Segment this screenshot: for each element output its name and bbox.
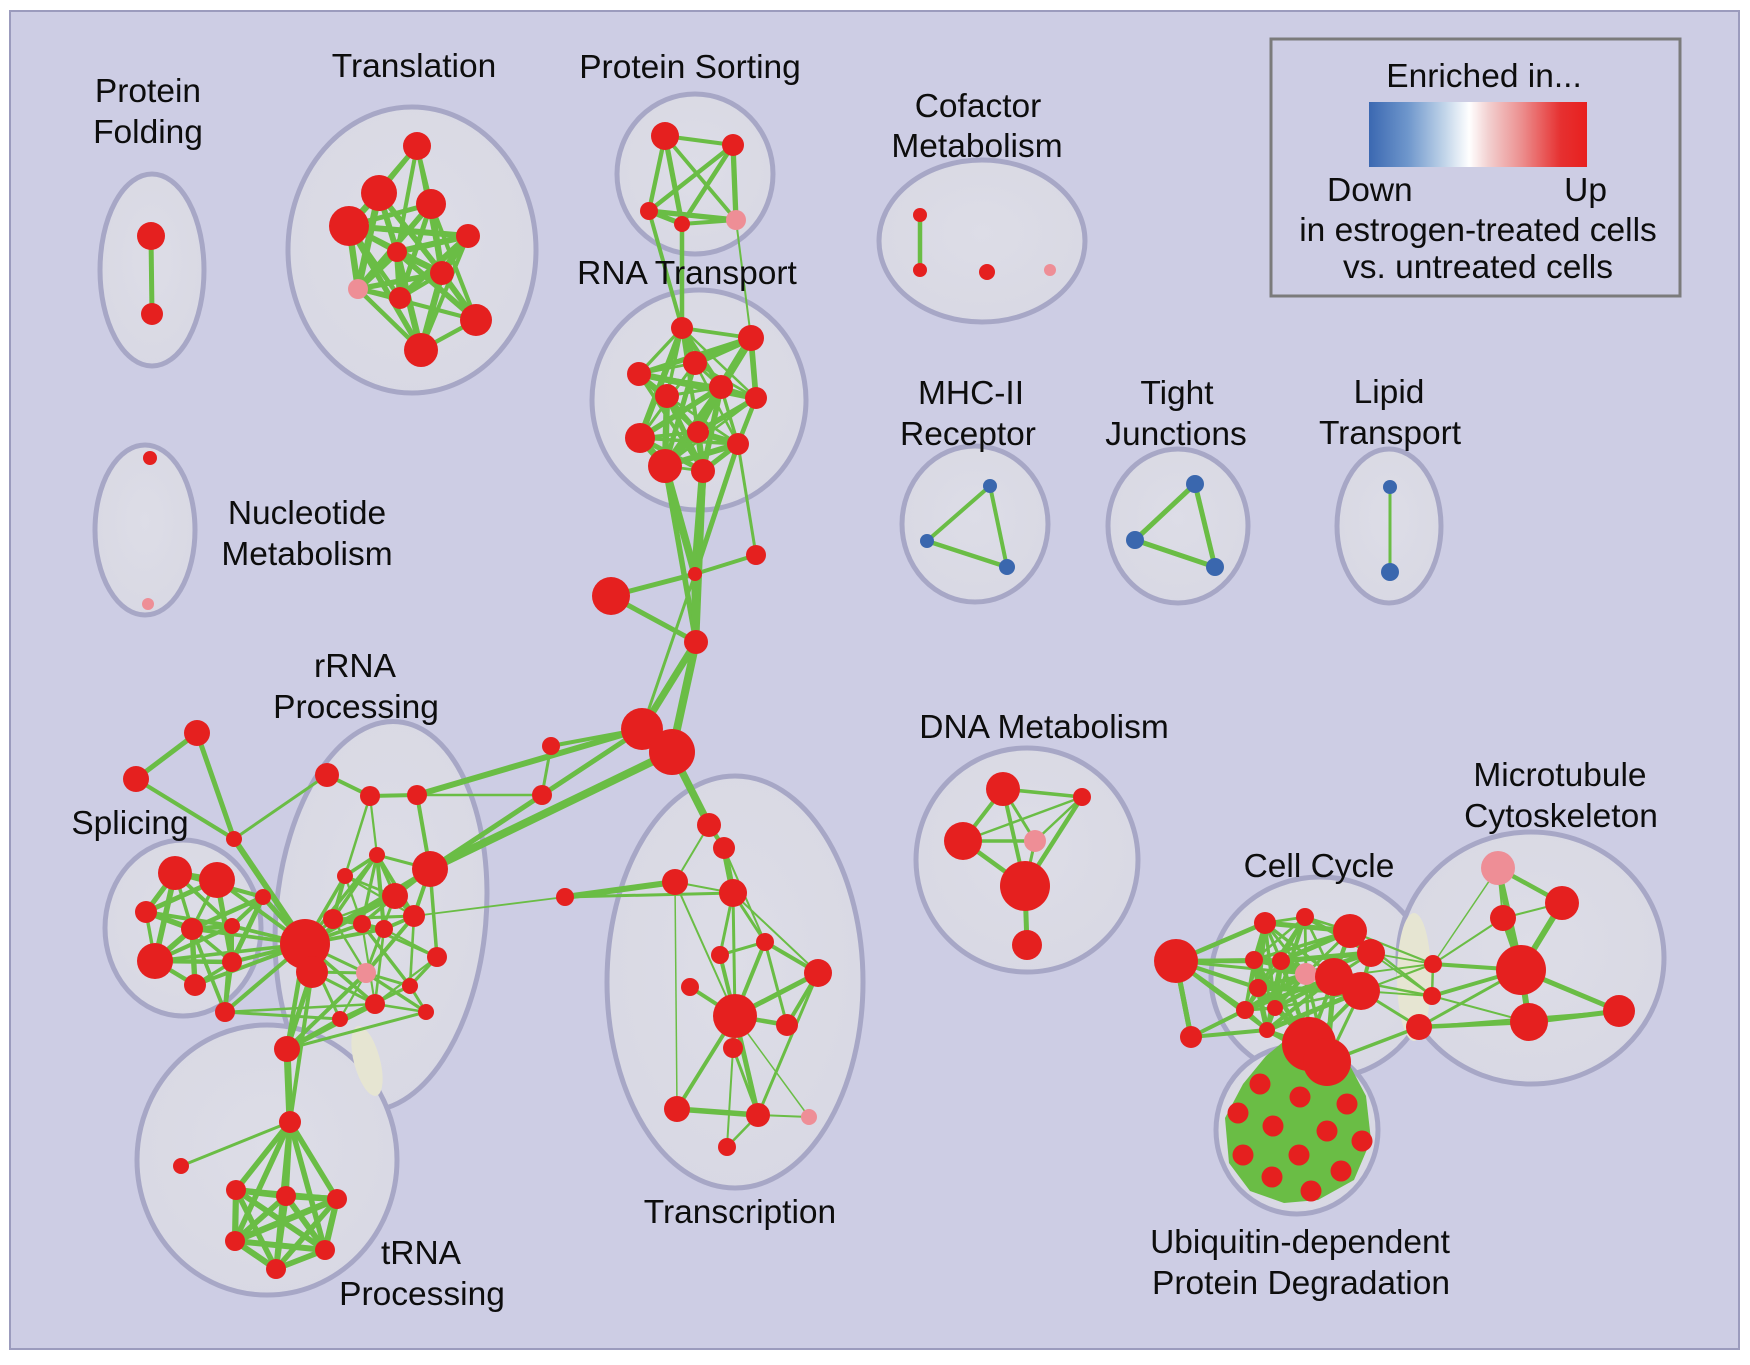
svg-text:Receptor: Receptor: [900, 416, 1036, 453]
svg-text:rRNA: rRNA: [314, 648, 397, 685]
svg-text:Transport: Transport: [1319, 415, 1462, 452]
svg-text:Enriched in...: Enriched in...: [1386, 58, 1582, 95]
svg-text:Microtubule: Microtubule: [1473, 757, 1646, 794]
svg-text:Protein: Protein: [95, 73, 201, 110]
svg-text:Translation: Translation: [332, 48, 496, 85]
svg-text:Folding: Folding: [93, 114, 203, 151]
svg-text:RNA Transport: RNA Transport: [577, 255, 797, 292]
svg-text:Cofactor: Cofactor: [915, 88, 1042, 125]
svg-text:Metabolism: Metabolism: [221, 536, 392, 573]
svg-text:MHC-II: MHC-II: [918, 375, 1024, 412]
svg-text:Processing: Processing: [339, 1276, 505, 1313]
svg-text:Junctions: Junctions: [1105, 416, 1247, 453]
svg-text:Transcription: Transcription: [644, 1194, 836, 1231]
svg-text:Up: Up: [1564, 172, 1607, 209]
svg-text:Metabolism: Metabolism: [891, 128, 1062, 165]
svg-text:vs. untreated cells: vs. untreated cells: [1343, 249, 1613, 286]
svg-text:in estrogen-treated cells: in estrogen-treated cells: [1299, 212, 1657, 249]
svg-text:Splicing: Splicing: [71, 805, 188, 842]
svg-text:Down: Down: [1327, 172, 1413, 209]
svg-text:tRNA: tRNA: [381, 1235, 462, 1272]
svg-text:Processing: Processing: [273, 689, 439, 726]
svg-text:Tight: Tight: [1140, 375, 1214, 412]
svg-text:Lipid: Lipid: [1354, 374, 1425, 411]
svg-text:Ubiquitin-dependent: Ubiquitin-dependent: [1150, 1224, 1451, 1261]
svg-text:DNA Metabolism: DNA Metabolism: [919, 709, 1168, 746]
svg-text:Cell Cycle: Cell Cycle: [1244, 848, 1395, 885]
svg-text:Protein Sorting: Protein Sorting: [579, 49, 801, 86]
svg-text:Nucleotide: Nucleotide: [228, 495, 386, 532]
svg-text:Cytoskeleton: Cytoskeleton: [1464, 798, 1658, 835]
svg-text:Protein Degradation: Protein Degradation: [1152, 1265, 1450, 1302]
